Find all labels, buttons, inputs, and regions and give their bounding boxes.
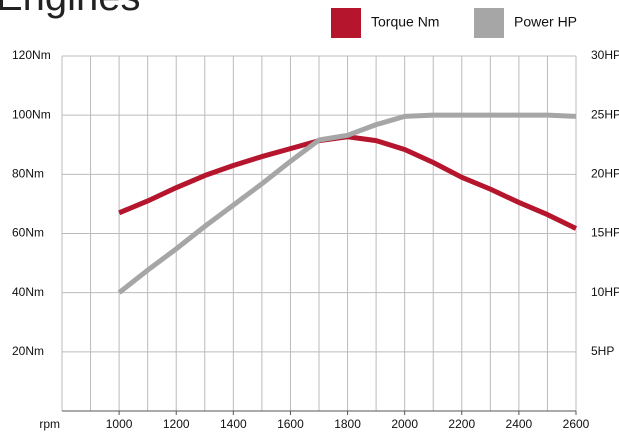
x-tick-label: 1800 (334, 417, 361, 431)
y-tick-label: 20Nm (12, 344, 44, 358)
x-tick-label: 1000 (106, 417, 133, 431)
line-series (117, 112, 577, 295)
x-tick-label: 1400 (220, 417, 247, 431)
legend-label: Torque Nm (371, 14, 439, 30)
y-tick-label: 40Nm (12, 285, 44, 299)
x-tick-label: 1600 (277, 417, 304, 431)
y2-tick-label: 5HP (591, 344, 614, 358)
x-tick-label: 2400 (506, 417, 533, 431)
x-tick-label: 1200 (163, 417, 190, 431)
x-axis-label: rpm (39, 417, 60, 431)
y-tick-label: 60Nm (12, 226, 44, 240)
y-tick-label: 80Nm (12, 167, 44, 181)
x-tick-label: 2000 (391, 417, 418, 431)
x-tick-label: 2200 (448, 417, 475, 431)
x-tick-label: 2600 (563, 417, 590, 431)
legend-label: Power HP (514, 14, 577, 30)
y2-tick-label: 20HP (591, 167, 619, 181)
y2-tick-label: 15HP (591, 226, 619, 240)
y2-tick-label: 10HP (591, 285, 619, 299)
chart-title: Engines (0, 0, 141, 19)
y2-tick-label: 25HP (591, 107, 619, 121)
legend-swatch (331, 8, 361, 38)
y-tick-label: 120Nm (12, 48, 51, 62)
y2-tick-label: 30HP (591, 48, 619, 62)
legend-swatch (474, 8, 504, 38)
y-tick-label: 100Nm (12, 107, 51, 121)
